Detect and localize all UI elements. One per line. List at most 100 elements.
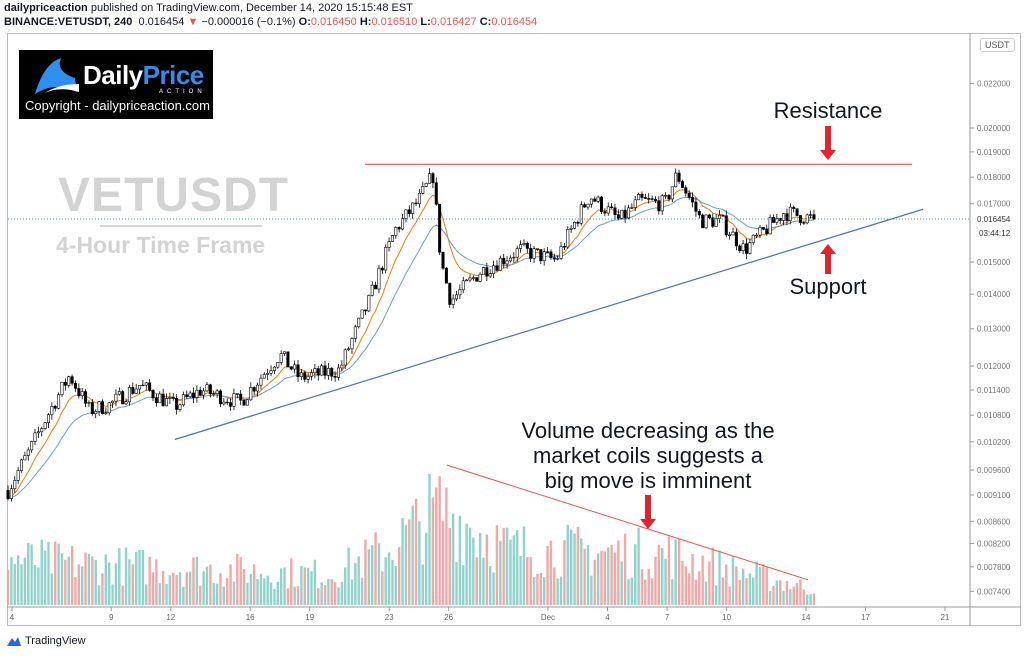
candle-body xyxy=(455,294,459,300)
candle-body xyxy=(50,406,54,416)
volume-bar xyxy=(236,553,239,605)
volume-bar xyxy=(600,550,603,605)
volume-bar xyxy=(671,579,674,605)
volume-bar xyxy=(148,556,151,605)
candle-body xyxy=(367,295,371,312)
candle-body xyxy=(205,384,209,392)
currency-badge[interactable]: USDT xyxy=(980,38,1015,52)
volume-bar xyxy=(101,573,104,605)
price-tick-label: 0.008600 xyxy=(977,517,1011,526)
symbol[interactable]: BINANCE:VETUSDT, 240 xyxy=(4,16,133,28)
candle-body xyxy=(707,214,711,219)
date-tick-label: 14 xyxy=(802,613,811,622)
volume-bar xyxy=(391,560,394,605)
volume-bar xyxy=(536,573,539,605)
volume-bar xyxy=(708,561,711,605)
candle-body xyxy=(195,389,199,398)
candle-body xyxy=(73,383,77,389)
candle-body xyxy=(148,382,152,391)
volume-bar xyxy=(445,487,448,605)
volume-bar xyxy=(502,527,505,605)
candle-body xyxy=(691,197,695,203)
candle-body xyxy=(235,393,239,395)
volume-bar xyxy=(539,572,543,605)
support-label: Support xyxy=(789,274,867,299)
candle-body xyxy=(77,388,81,397)
volume-bar xyxy=(462,565,465,605)
candle-body xyxy=(326,367,330,376)
candle-body xyxy=(444,267,448,284)
candle-body xyxy=(63,381,67,386)
publisher[interactable]: dailypriceaction xyxy=(4,2,88,14)
volume-bar xyxy=(779,580,782,605)
candle-body xyxy=(218,390,222,405)
volume-bar xyxy=(313,559,317,605)
candle-body xyxy=(80,391,84,397)
volume-bar xyxy=(701,555,704,605)
volume-bar xyxy=(522,526,526,605)
candle-body xyxy=(468,277,472,281)
volume-bar xyxy=(219,573,222,605)
candle-body xyxy=(127,387,131,403)
candle-body xyxy=(428,173,432,184)
candle-body xyxy=(374,284,378,290)
volume-bar xyxy=(347,547,350,605)
logo-name: DailyPrice xyxy=(83,60,204,90)
volume-bar xyxy=(489,566,492,605)
volume-bar xyxy=(667,536,671,605)
candle-body xyxy=(9,488,13,499)
candle-body xyxy=(272,366,276,371)
last-price: 0.016454 xyxy=(138,16,185,28)
candle-body xyxy=(121,391,125,405)
candle-body xyxy=(771,217,775,223)
date-tick-label: 21 xyxy=(940,613,949,622)
volume-bar xyxy=(74,577,77,605)
volume-bar xyxy=(455,562,458,605)
candle-body xyxy=(677,172,681,182)
volume-bar xyxy=(145,584,148,605)
tradingview-logo[interactable]: TradingView xyxy=(6,635,86,647)
volume-bar xyxy=(215,583,219,605)
publish-info: dailypriceaction published on TradingVie… xyxy=(4,2,413,14)
candle-body xyxy=(111,400,115,404)
candle-body xyxy=(731,231,735,236)
volume-bar xyxy=(556,578,559,605)
candle-body xyxy=(171,397,175,399)
volume-bar xyxy=(583,548,586,605)
volume-bar xyxy=(795,583,799,605)
volume-bar xyxy=(647,568,650,605)
candle-body xyxy=(600,196,604,212)
candle-body xyxy=(411,202,415,214)
candle-body xyxy=(175,398,179,410)
volume-bar xyxy=(569,529,573,605)
candle-body xyxy=(6,490,10,499)
candle-body xyxy=(191,392,195,398)
candle-body xyxy=(60,381,64,396)
volume-bar xyxy=(397,547,401,605)
volume-note-line: market coils suggests a xyxy=(533,443,763,468)
candle-body xyxy=(357,317,361,328)
volume-bar xyxy=(128,559,131,605)
price-tick-label: 0.010800 xyxy=(977,411,1011,420)
candle-body xyxy=(546,251,550,253)
candle-body xyxy=(640,194,644,198)
volume-bar xyxy=(745,578,748,605)
volume-bar xyxy=(172,572,175,605)
candle-body xyxy=(529,248,533,259)
volume-bar xyxy=(495,525,499,605)
volume-bar xyxy=(687,573,691,605)
volume-bar xyxy=(87,553,91,605)
open-value: 0.016450 xyxy=(310,16,357,28)
candle-body xyxy=(20,459,24,471)
candle-body xyxy=(421,186,425,194)
candle-body xyxy=(417,193,421,205)
candle-body xyxy=(711,217,715,227)
candle-body xyxy=(239,393,243,401)
candle-body xyxy=(623,209,627,219)
volume-bar xyxy=(118,548,121,605)
volume-bar xyxy=(799,579,802,605)
volume-bar xyxy=(394,565,398,605)
price-tick-label: 0.019000 xyxy=(977,148,1011,157)
volume-bar xyxy=(114,563,118,605)
